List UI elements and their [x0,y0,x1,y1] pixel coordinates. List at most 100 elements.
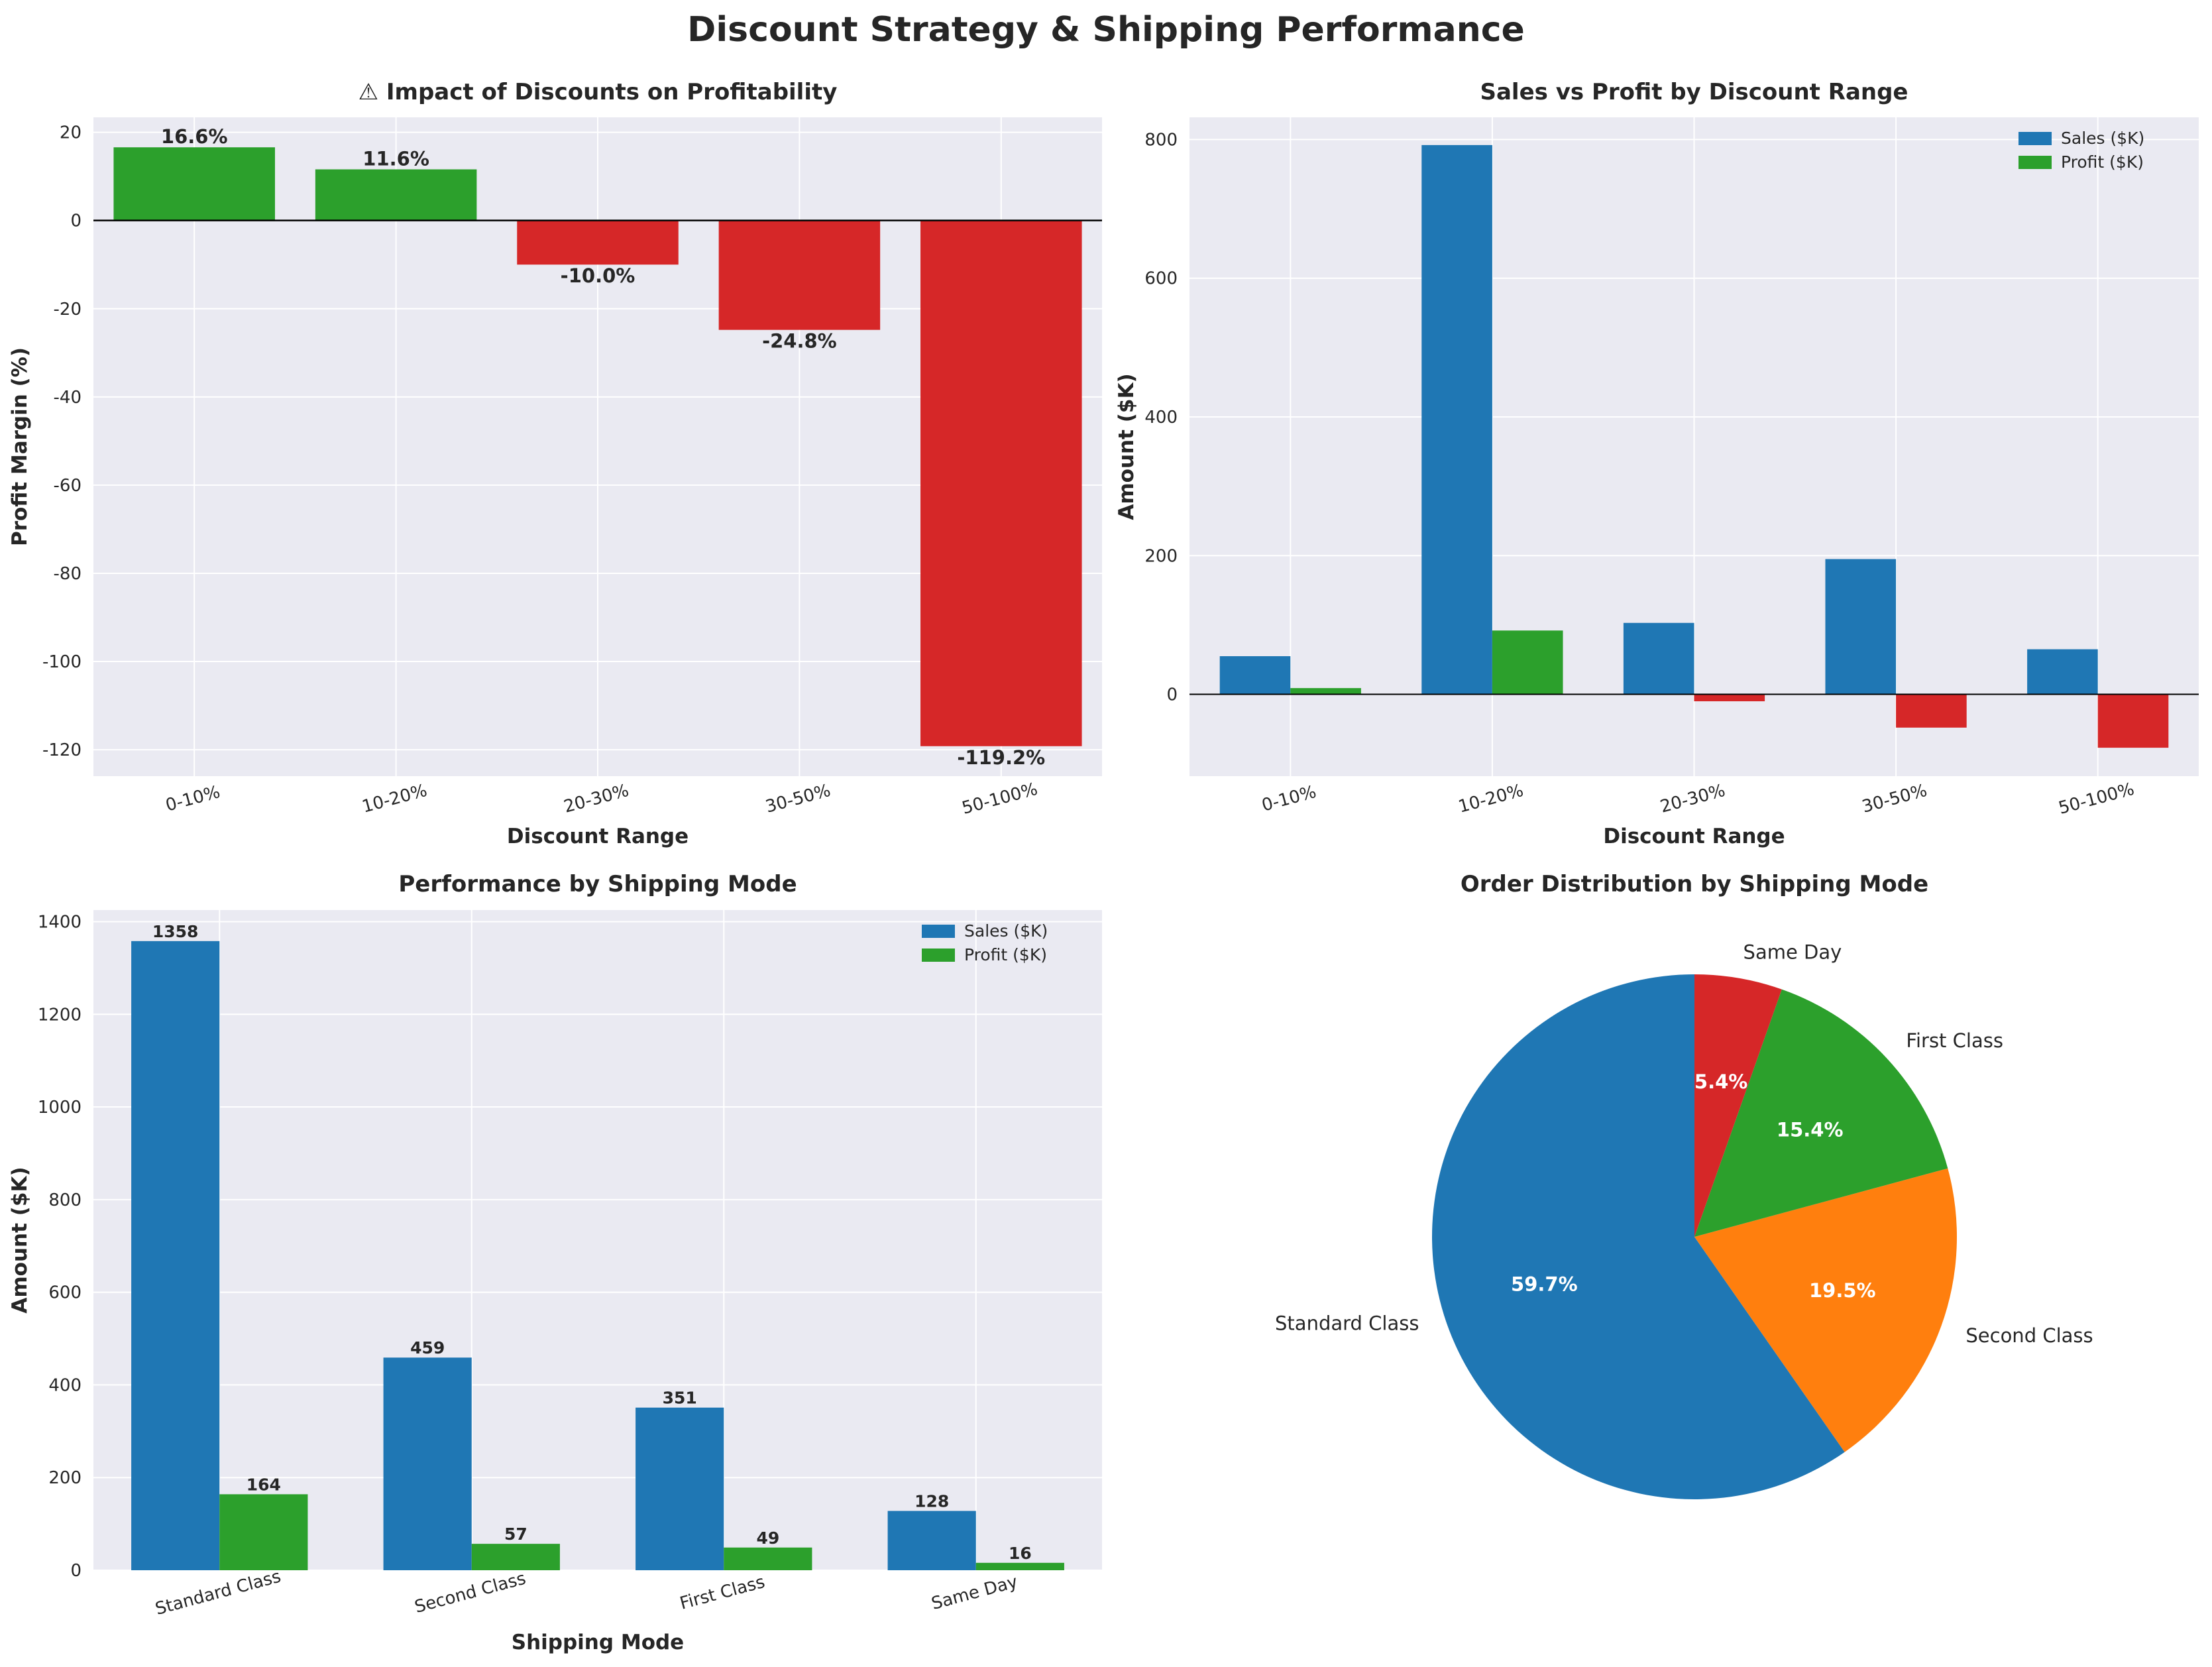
y-tick-label: 0 [70,1561,82,1581]
y-tick-label: -80 [54,564,82,584]
chart-title: Performance by Shipping Mode [398,871,797,897]
margin-bar [517,220,679,265]
y-tick-label: -120 [42,740,82,760]
x-tick-label: 50-100% [2056,779,2136,819]
x-axis-label: Discount Range [507,825,689,848]
x-tick-label: 0-10% [164,782,223,816]
y-axis-label: Profit Margin (%) [8,347,32,546]
bar-value-label: 49 [756,1528,779,1548]
pie-slice-first-class [1694,989,1948,1237]
legend-entry: Profit ($K) [2061,152,2144,172]
pie-percent-label: 19.5% [1809,1279,1876,1302]
bar-value-label: 459 [410,1338,445,1357]
y-tick-label: -60 [54,476,82,496]
pie-percent-label: 5.4% [1694,1070,1747,1093]
sales-bar [383,1357,472,1570]
y-tick-label: 0 [70,211,82,231]
profit-bar [1896,694,1967,728]
margin-bar [920,220,1082,746]
y-axis-label: Amount ($K) [1115,373,1138,520]
bar-value-label: 128 [914,1492,949,1511]
bar-value-label: 16 [1009,1544,1032,1563]
sales-bar [1623,622,1694,695]
profit-bar [471,1544,560,1570]
x-tick-label: 20-30% [562,781,632,817]
pie-category-label: First Class [1906,1029,2003,1052]
y-tick-label: -20 [54,300,82,319]
bar-value-label: -119.2% [957,746,1045,769]
bar-value-label: 57 [504,1524,527,1544]
y-tick-label: 1000 [38,1098,82,1118]
x-tick-label: 20-30% [1658,781,1728,817]
order-distribution-pie-chart: Order Distribution by Shipping Mode 59.7%… [1275,871,2093,1499]
y-tick-label: 600 [48,1283,82,1303]
x-axis-label: Shipping Mode [512,1631,684,1654]
x-tick-label: 0-10% [1260,782,1319,816]
pie-category-label: Same Day [1743,941,1842,964]
y-tick-label: 800 [48,1190,82,1210]
sales-bar [1825,559,1897,695]
y-tick-label: 1400 [38,912,82,932]
x-tick-label: Same Day [929,1572,1020,1614]
plot-background [93,910,1102,1570]
margin-bar [113,147,275,221]
bar-value-label: -10.0% [561,264,636,287]
pie-percent-label: 15.4% [1777,1118,1844,1141]
sales-bar [2027,649,2098,695]
profit-bar [1492,630,1563,695]
x-tick-label: 10-20% [1457,781,1526,817]
pie-category-label: Standard Class [1275,1312,1419,1335]
figure-title: Discount Strategy & Shipping Performance [687,10,1525,50]
x-axis-label: Discount Range [1603,825,1785,848]
shipping-performance-chart: 1400 1200 1000 800 600 400 200 0 Standard Class S… [8,871,1102,1654]
margin-bar [315,169,477,221]
pie-category-label: Second Class [1965,1324,2093,1347]
bar-value-label: 164 [247,1475,281,1494]
legend-swatch [922,948,955,962]
y-tick-label: 0 [1166,685,1178,705]
y-tick-label: 200 [1144,546,1178,566]
sales-bar [887,1511,976,1570]
margin-bar [718,220,881,330]
profit-bar [2097,694,2169,748]
legend-swatch [2018,132,2052,145]
profit-bar [1290,688,1361,695]
bar-value-label: 16.6% [161,125,228,148]
pie-slice-same-day [1694,974,1782,1237]
x-tick-label: 50-100% [960,779,1040,819]
x-tick-label: Second Class [413,1568,528,1617]
profit-bar [724,1547,812,1570]
chart-title: Order Distribution by Shipping Mode [1461,871,1928,897]
legend-swatch [922,925,955,938]
profit-bar [219,1494,308,1570]
y-axis-label: Amount ($K) [8,1167,32,1313]
y-tick-label: 20 [60,123,82,143]
sales-bar [131,941,220,1570]
profit-bar [975,1562,1064,1570]
y-tick-label: -40 [54,388,82,408]
profit-margin-chart: 20 0 -20 -40 -60 -80 -100 -120 0-10% 10-20% 20-30%… [8,79,1102,848]
profit-bar [1694,694,1765,701]
legend-swatch [2018,156,2052,169]
pie-slice-second-class [1694,1168,1957,1452]
x-tick-label: First Class [678,1572,767,1614]
x-tick-label: 10-20% [360,781,429,817]
chart-title: ⚠ Impact of Discounts on Profitability [359,79,838,105]
bar-value-label: 11.6% [362,148,429,170]
chart-title: Sales vs Profit by Discount Range [1480,79,1908,105]
y-tick-label: 400 [1144,408,1178,428]
y-tick-label: -100 [42,652,82,672]
bar-value-label: 1358 [152,922,199,941]
y-tick-label: 400 [48,1375,82,1395]
x-tick-label: 30-50% [1860,781,1930,817]
y-tick-label: 1200 [38,1005,82,1025]
y-tick-label: 800 [1144,130,1178,150]
pie-percent-label: 59.7% [1511,1273,1578,1295]
legend-entry: Sales ($K) [2061,129,2144,148]
x-tick-label: 30-50% [763,781,833,817]
sales-bar [1421,144,1492,695]
bar-value-label: 351 [663,1389,697,1408]
legend-entry: Profit ($K) [964,945,1047,964]
x-tick-label: Standard Class [153,1567,283,1619]
